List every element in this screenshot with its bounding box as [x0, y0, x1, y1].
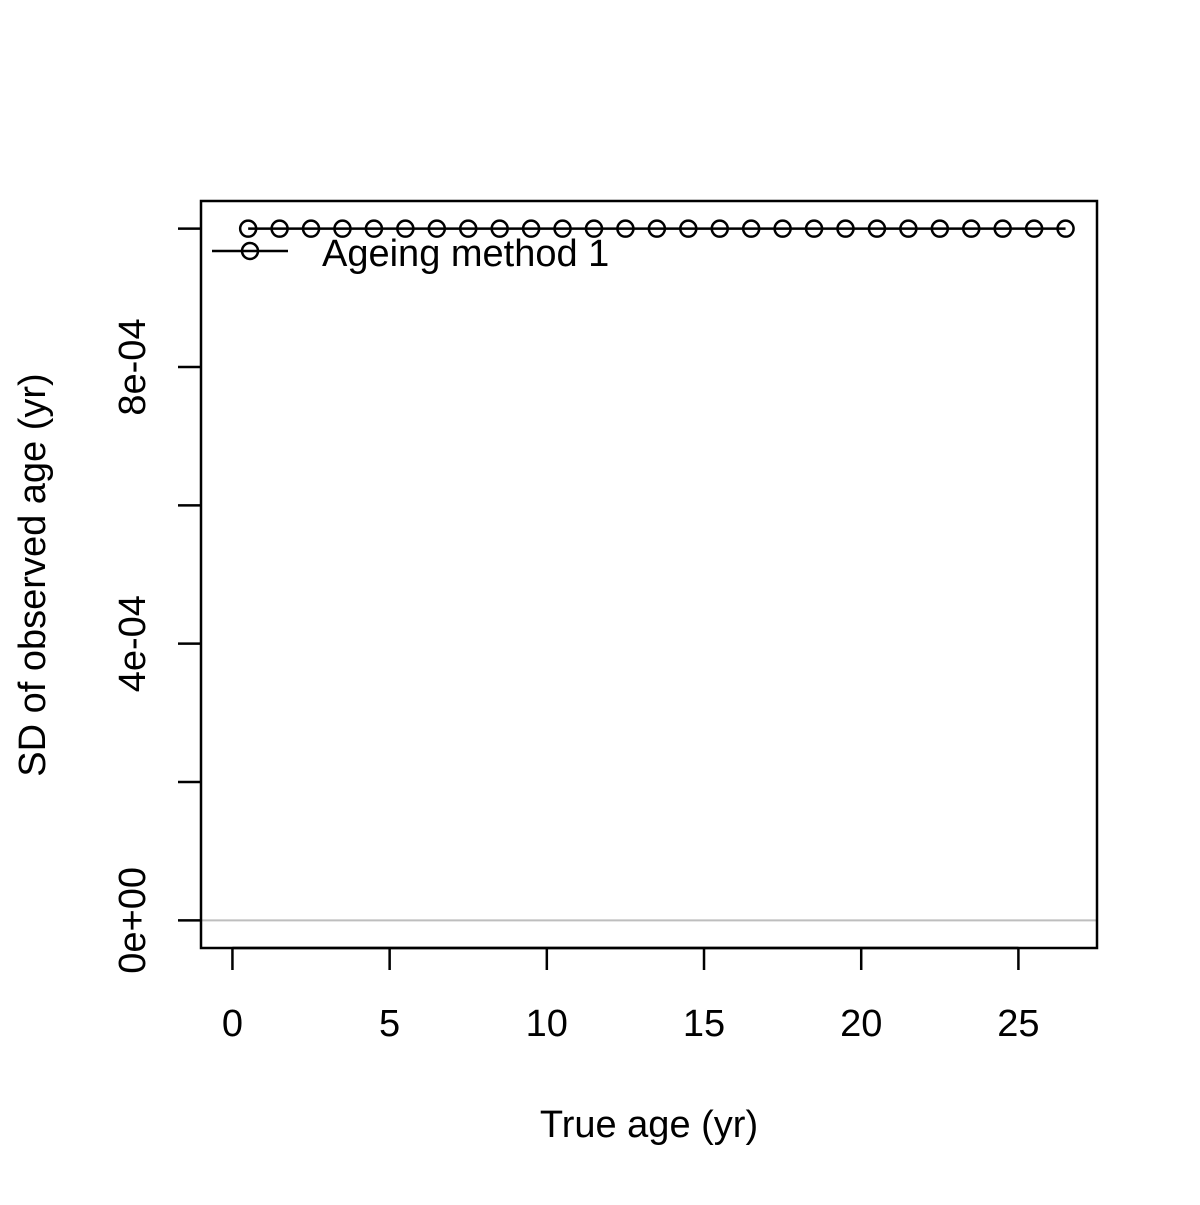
data-point: [961, 219, 981, 238]
series-layer: [238, 219, 1075, 238]
data-point: [458, 219, 478, 238]
data-point: [679, 219, 698, 238]
data-point: [427, 219, 447, 238]
data-point: [584, 219, 604, 238]
data-point: [773, 219, 792, 238]
y-tick-label: 8e-04: [112, 318, 154, 415]
data-point: [867, 219, 887, 238]
x-axis: 0 5 10 15 20 25: [222, 946, 1040, 1045]
data-point: [616, 219, 635, 238]
data-point: [1056, 219, 1075, 238]
data-point: [804, 219, 824, 238]
x-tick-label: 0: [222, 1003, 243, 1045]
data-point: [993, 219, 1012, 238]
legend-label: Ageing method 1: [322, 233, 609, 275]
x-tick-label: 5: [379, 1003, 400, 1045]
data-point: [899, 219, 918, 238]
data-point: [521, 219, 541, 238]
data-point: [836, 219, 855, 238]
data-point: [270, 219, 289, 238]
x-tick-label: 20: [840, 1003, 882, 1045]
y-axis-label: SD of observed age (yr): [12, 373, 54, 776]
data-point: [1024, 219, 1044, 238]
data-point: [553, 219, 572, 238]
legend: Ageing method 1: [212, 233, 609, 275]
data-point: [333, 219, 352, 238]
data-point: [364, 219, 384, 238]
y-axis: 0e+00 4e-04 8e-04: [112, 227, 201, 974]
x-tick-label: 15: [683, 1003, 725, 1045]
data-point: [710, 219, 729, 238]
data-point: [301, 219, 321, 238]
y-tick-label: 4e-04: [112, 595, 154, 692]
data-point: [490, 219, 509, 238]
data-point: [741, 219, 761, 238]
y-tick-label: 0e+00: [112, 867, 154, 974]
data-point: [238, 219, 258, 238]
data-point: [930, 219, 950, 238]
data-point: [647, 219, 667, 238]
x-tick-label: 10: [526, 1003, 568, 1045]
legend-marker-swatch: [240, 241, 260, 261]
x-tick-label: 25: [997, 1003, 1039, 1045]
data-point: [396, 219, 415, 238]
x-axis-label: True age (yr): [540, 1104, 758, 1146]
